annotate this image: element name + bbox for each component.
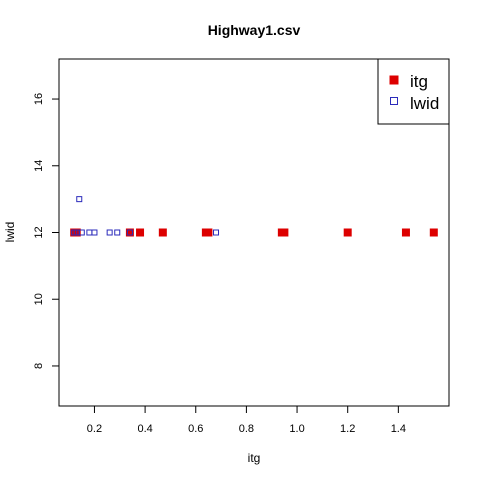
y-axis: 8 10 12 14 16 bbox=[33, 93, 59, 369]
x-tick-label: 0.2 bbox=[87, 423, 102, 435]
x-tick-label: 1.0 bbox=[289, 423, 304, 435]
point-itg bbox=[429, 228, 438, 237]
point-lwid bbox=[78, 229, 85, 236]
legend-label-lwid: lwid bbox=[410, 94, 439, 113]
y-tick-label: 10 bbox=[33, 293, 45, 305]
y-axis-label: lwid bbox=[3, 222, 17, 243]
point-itg bbox=[158, 228, 167, 237]
x-axis: 0.2 0.4 0.6 0.8 1.0 1.2 1.4 bbox=[87, 406, 406, 435]
y-tick-label: 12 bbox=[33, 226, 45, 238]
y-tick-label: 14 bbox=[33, 160, 45, 172]
legend: itg lwid bbox=[377, 58, 450, 125]
point-lwid bbox=[76, 196, 83, 203]
point-lwid bbox=[91, 229, 98, 236]
point-lwid bbox=[213, 229, 220, 236]
point-itg bbox=[343, 228, 352, 237]
point-itg bbox=[401, 228, 410, 237]
legend-marker-itg bbox=[389, 75, 399, 85]
data-points bbox=[70, 196, 438, 237]
x-axis-label: itg bbox=[248, 451, 261, 465]
point-itg bbox=[280, 228, 289, 237]
point-lwid bbox=[126, 229, 133, 236]
x-tick-label: 0.6 bbox=[188, 423, 203, 435]
x-tick-label: 0.8 bbox=[239, 423, 254, 435]
point-lwid bbox=[106, 229, 113, 236]
legend-box bbox=[377, 58, 450, 125]
legend-marker-lwid bbox=[390, 97, 398, 105]
y-tick-label: 16 bbox=[33, 93, 45, 105]
legend-label-itg: itg bbox=[410, 72, 428, 91]
point-itg bbox=[125, 228, 134, 237]
point-lwid bbox=[114, 229, 121, 236]
x-tick-label: 0.4 bbox=[137, 423, 152, 435]
x-tick-label: 1.4 bbox=[391, 423, 406, 435]
point-itg bbox=[136, 228, 145, 237]
y-tick-label: 8 bbox=[33, 363, 45, 369]
point-itg bbox=[204, 228, 213, 237]
chart-title: Highway1.csv bbox=[208, 22, 301, 38]
x-tick-label: 1.2 bbox=[340, 423, 355, 435]
